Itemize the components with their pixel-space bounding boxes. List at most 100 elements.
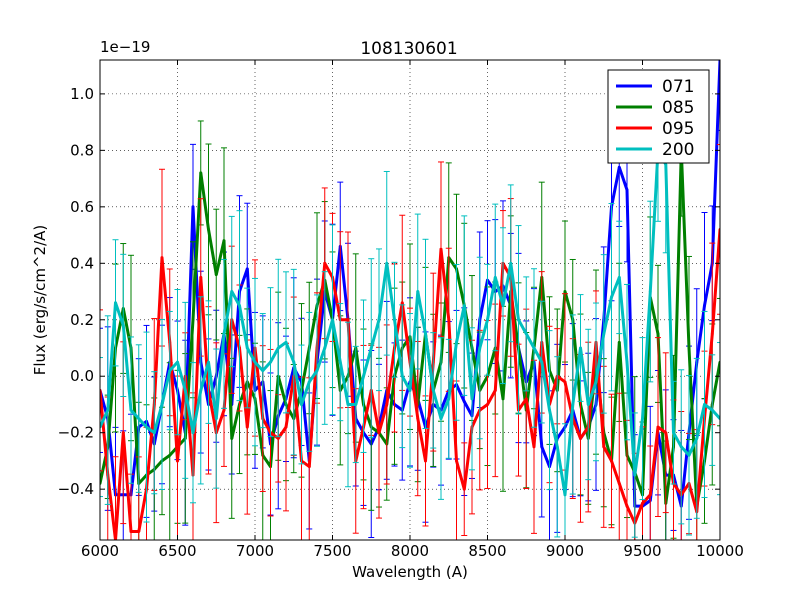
data-point	[563, 290, 567, 293]
data-point	[276, 436, 280, 440]
data-point	[245, 425, 249, 429]
data-point	[633, 473, 637, 477]
data-point	[307, 380, 311, 384]
data-point	[656, 332, 660, 336]
data-point	[571, 403, 575, 406]
data-point	[478, 346, 482, 350]
data-point	[346, 403, 350, 406]
data-point	[385, 403, 389, 406]
data-point	[323, 261, 327, 265]
data-point	[214, 417, 218, 420]
data-point	[176, 459, 179, 463]
data-point	[617, 276, 621, 279]
data-point	[563, 493, 567, 497]
data-point	[625, 188, 629, 192]
legend-label-085: 085	[662, 98, 694, 118]
data-point	[625, 504, 629, 508]
data-point	[230, 436, 234, 440]
data-point	[300, 403, 303, 406]
data-point	[199, 388, 203, 392]
data-point	[455, 459, 458, 463]
data-point	[377, 431, 381, 435]
data-point	[121, 431, 125, 435]
data-point	[641, 417, 644, 420]
data-point	[687, 346, 691, 350]
data-point	[524, 332, 528, 336]
data-point	[656, 425, 660, 429]
data-point	[408, 388, 412, 392]
data-point	[199, 276, 203, 279]
chart-title: 108130601	[360, 39, 457, 59]
series-group	[100, 60, 720, 540]
data-point	[168, 369, 172, 372]
data-point	[548, 408, 551, 412]
data-point	[261, 369, 265, 372]
data-point	[393, 318, 396, 322]
data-point	[114, 301, 117, 305]
data-point	[137, 530, 141, 533]
data-point	[703, 403, 706, 406]
data-point	[222, 332, 226, 336]
data-point	[137, 417, 141, 420]
data-point	[424, 332, 427, 336]
data-point	[532, 445, 536, 449]
y-tick-label: 0.6	[70, 198, 94, 216]
data-point	[323, 346, 327, 350]
y-tick-label: −0.4	[58, 480, 94, 498]
data-point	[160, 403, 164, 406]
data-point	[400, 374, 404, 378]
x-tick-label: 7000	[236, 542, 274, 560]
data-point	[214, 273, 218, 276]
data-point	[486, 318, 489, 322]
data-point	[602, 332, 606, 336]
data-point	[501, 397, 505, 401]
series-200	[100, 75, 720, 540]
y-tick-label: 0.4	[70, 254, 94, 272]
y-tick-label: 1.0	[70, 85, 94, 103]
data-point	[307, 465, 311, 468]
data-point	[594, 380, 598, 384]
data-point	[648, 493, 652, 497]
data-point	[532, 346, 536, 350]
legend-label-200: 200	[662, 140, 694, 160]
data-point	[470, 397, 474, 401]
data-point	[431, 388, 435, 392]
data-point	[245, 346, 249, 350]
x-tick-label: 6500	[158, 542, 196, 560]
data-point	[509, 261, 513, 265]
data-point	[501, 304, 505, 308]
data-point	[346, 318, 350, 322]
x-axis-label: Wavelength (A)	[352, 563, 468, 581]
data-point	[160, 256, 164, 260]
data-point	[687, 453, 691, 457]
axis-offset-label: 1e−19	[100, 38, 150, 56]
data-point	[121, 324, 125, 327]
y-tick-label: 0.0	[70, 367, 94, 385]
data-point	[517, 318, 520, 322]
data-point	[625, 360, 629, 364]
data-point	[648, 290, 652, 293]
data-point	[486, 403, 489, 406]
data-point	[191, 431, 195, 435]
x-tick-label: 8000	[391, 542, 429, 560]
data-point	[602, 445, 606, 449]
data-point	[679, 445, 683, 449]
data-point	[695, 436, 699, 440]
data-point	[183, 388, 187, 392]
data-point	[253, 360, 257, 364]
data-point	[617, 482, 621, 485]
data-point	[586, 403, 590, 406]
data-point	[617, 340, 621, 344]
data-point	[555, 445, 559, 449]
data-point	[579, 436, 582, 440]
data-point	[493, 388, 497, 392]
data-point	[710, 408, 714, 412]
data-point	[540, 445, 544, 449]
data-point	[222, 408, 226, 412]
data-point	[168, 453, 172, 457]
data-point	[416, 290, 420, 293]
x-tick-label: 7500	[313, 542, 351, 560]
data-point	[276, 346, 280, 350]
data-point	[222, 239, 226, 243]
